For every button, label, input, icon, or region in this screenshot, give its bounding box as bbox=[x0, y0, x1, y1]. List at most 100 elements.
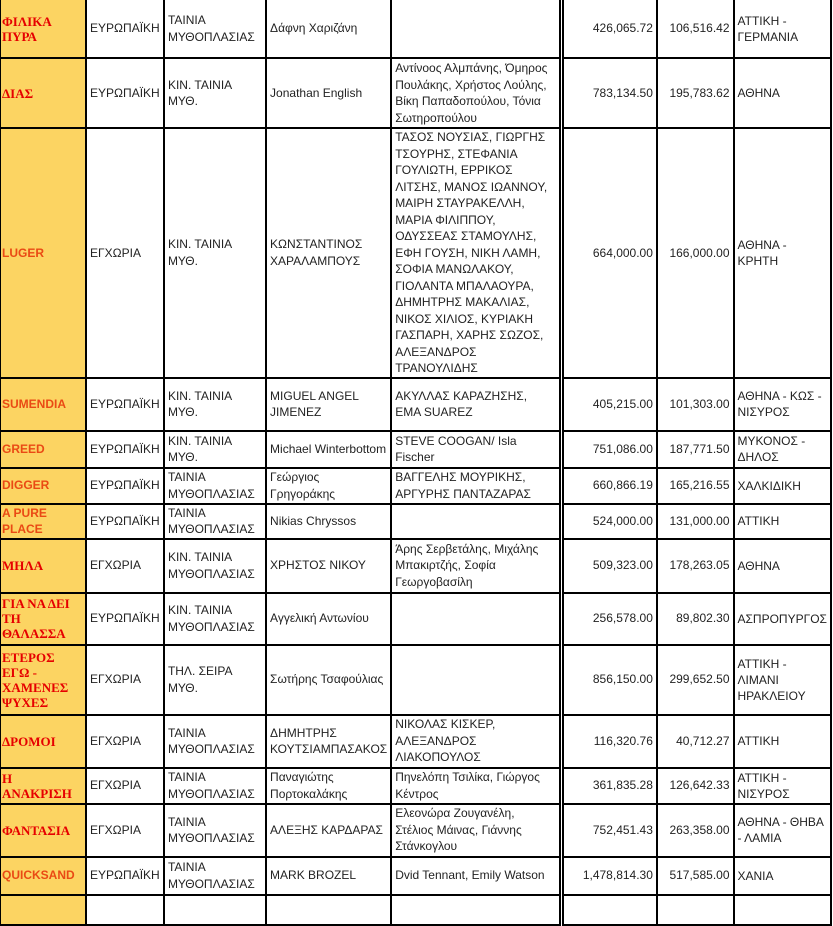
title-cell: QUICKSAND bbox=[0, 855, 88, 896]
director-cell: ΚΩΝΣΤΑΝΤΙΝΟΣ ΧΑΡΑΛΑΜΠΟΥΣ bbox=[265, 127, 393, 379]
type-cell: ΚΙΝ. ΤΑΙΝΙΑ ΜΥΘΟΠΛΑΣΙΑΣ bbox=[162, 537, 268, 594]
cast-cell: ΑΚΥΛΛΑΣ ΚΑΡΑΖΗΣΗΣ, ΕΜΑ SUAREZ bbox=[390, 376, 563, 432]
title-cell bbox=[0, 893, 88, 926]
rebate-cell: 165,216.55 bbox=[655, 466, 735, 505]
director-cell: Nikias Chryssos bbox=[265, 502, 393, 540]
table-row: ΦΙΛΙΚΑ ΠΥΡΑ ΕΥΡΩΠΑΪΚΗ ΤΑΙΝΙΑ ΜΥΘΟΠΛΑΣΙΑΣ Δά… bbox=[0, 0, 832, 59]
location-cell: ΑΤΤΙΚΗ - ΛΙΜΑΝΙ ΗΡΑΚΛΕΙΟΥ bbox=[732, 643, 832, 716]
type-cell: ΚΙΝ. ΤΑΙΝΙΑ ΜΥΘ. bbox=[162, 376, 268, 432]
title-cell: ΜΗΛΑ bbox=[0, 537, 88, 594]
director-cell: Παναγιώτης Πορτοκαλάκης bbox=[265, 766, 393, 805]
director-cell: MIGUEL ANGEL JIMENEZ bbox=[265, 376, 393, 432]
director-cell: Γεώργιος Γρηγοράκης bbox=[265, 466, 393, 505]
location-cell: ΧΑΝΙΑ bbox=[732, 855, 832, 896]
director-cell: Jonathan English bbox=[265, 57, 393, 129]
rebate-cell: 187,771.50 bbox=[655, 429, 735, 469]
rebate-cell: 40,712.27 bbox=[655, 713, 735, 769]
location-cell: ΑΘΗΝΑ - ΚΩΣ - ΝΙΣΥΡΟΣ bbox=[732, 376, 832, 432]
cast-cell bbox=[390, 0, 563, 59]
budget-cell: 426,065.72 bbox=[558, 0, 658, 59]
title-cell: Η ΑΝΑΚΡΙΣΗ bbox=[0, 766, 88, 805]
table-row: QUICKSAND ΕΥΡΩΠΑΪΚΗ ΤΑΙΝΙΑ ΜΥΘΟΠΛΑΣΙΑΣ MARK… bbox=[0, 855, 832, 896]
budget-cell: 405,215.00 bbox=[558, 376, 658, 432]
budget-cell: 1,478,814.30 bbox=[558, 855, 658, 896]
origin-cell: ΕΥΡΩΠΑΪΚΗ bbox=[85, 0, 165, 59]
cast-cell bbox=[390, 591, 563, 646]
origin-cell: ΕΥΡΩΠΑΪΚΗ bbox=[85, 466, 165, 505]
title-cell: ΔΙΑΣ bbox=[0, 57, 88, 129]
origin-cell: ΕΓΧΩΡΙΑ bbox=[85, 802, 165, 858]
budget-cell: 664,000.00 bbox=[558, 127, 658, 379]
director-cell: ΧΡΗΣΤΟΣ ΝΙΚΟΥ bbox=[265, 537, 393, 594]
cast-cell: STEVE COOGAN/ Isla Fischer bbox=[390, 429, 563, 469]
rebate-cell: 517,585.00 bbox=[655, 855, 735, 896]
table-row: SUMENDIA ΕΥΡΩΠΑΪΚΗ ΚΙΝ. ΤΑΙΝΙΑ ΜΥΘ. MIGUEL … bbox=[0, 376, 832, 432]
rebate-cell: 131,000.00 bbox=[655, 502, 735, 540]
table-row: DIGGER ΕΥΡΩΠΑΪΚΗ ΤΑΙΝΙΑ ΜΥΘΟΠΛΑΣΙΑΣ Γεώργιο… bbox=[0, 466, 832, 505]
origin-cell: ΕΓΧΩΡΙΑ bbox=[85, 643, 165, 716]
type-cell: ΤΑΙΝΙΑ ΜΥΘΟΠΛΑΣΙΑΣ bbox=[162, 0, 268, 59]
director-cell: ΔΗΜΗΤΡΗΣ ΚΟΥΤΣΙΑΜΠΑΣΑΚΟΣ bbox=[265, 713, 393, 769]
title-cell: SUMENDIA bbox=[0, 376, 88, 432]
location-cell: ΑΤΤΙΚΗ - ΓΕΡΜΑΝΙΑ bbox=[732, 0, 832, 59]
table-row: ΔΙΑΣ ΕΥΡΩΠΑΪΚΗ ΚΙΝ. ΤΑΙΝΙΑ ΜΥΘ. Jonathan En… bbox=[0, 57, 832, 129]
title-cell: ΕΤΕΡΟΣ ΕΓΩ - ΧΑΜΕΝΕΣ ΨΥΧΕΣ bbox=[0, 643, 88, 716]
origin-cell: ΕΓΧΩΡΙΑ bbox=[85, 766, 165, 805]
origin-cell: ΕΥΡΩΠΑΪΚΗ bbox=[85, 855, 165, 896]
cast-cell: Πηνελόπη Τσιλίκα, Γιώργος Κέντρος bbox=[390, 766, 563, 805]
location-cell: ΧΑΛΚΙΔΙΚΗ bbox=[732, 466, 832, 505]
budget-cell: 783,134.50 bbox=[558, 57, 658, 129]
director-cell: Michael Winterbottom bbox=[265, 429, 393, 469]
rebate-cell: 195,783.62 bbox=[655, 57, 735, 129]
table-row: GREED ΕΥΡΩΠΑΪΚΗ ΚΙΝ. ΤΑΙΝΙΑ ΜΥΘ. Michael Wi… bbox=[0, 429, 832, 469]
origin-cell: ΕΓΧΩΡΙΑ bbox=[85, 127, 165, 379]
rebate-cell: 178,263.05 bbox=[655, 537, 735, 594]
director-cell: Αγγελική Αντωνίου bbox=[265, 591, 393, 646]
cast-cell bbox=[390, 502, 563, 540]
title-cell: A PURE PLACE bbox=[0, 502, 88, 540]
location-cell: ΑΤΤΙΚΗ bbox=[732, 502, 832, 540]
title-cell: ΦΙΛΙΚΑ ΠΥΡΑ bbox=[0, 0, 88, 59]
title-cell: DIGGER bbox=[0, 466, 88, 505]
location-cell: ΑΘΗΝΑ - ΘΗΒΑ - ΛΑΜΙΑ bbox=[732, 802, 832, 858]
director-cell bbox=[265, 893, 393, 926]
origin-cell: ΕΥΡΩΠΑΪΚΗ bbox=[85, 376, 165, 432]
type-cell: ΤΑΙΝΙΑ ΜΥΘΟΠΛΑΣΙΑΣ bbox=[162, 855, 268, 896]
rebate-cell: 89,802.30 bbox=[655, 591, 735, 646]
type-cell: ΤΑΙΝΙΑ ΜΥΘΟΠΛΑΣΙΑΣ bbox=[162, 713, 268, 769]
table-row: ΦΑΝΤΑΣΙΑ ΕΓΧΩΡΙΑ ΤΑΙΝΙΑ ΜΥΘΟΠΛΑΣΙΑΣ ΑΛΕΞΗΣ … bbox=[0, 802, 832, 858]
location-cell: ΑΤΤΙΚΗ - ΝΙΣΥΡΟΣ bbox=[732, 766, 832, 805]
rebate-cell: 126,642.33 bbox=[655, 766, 735, 805]
budget-cell: 751,086.00 bbox=[558, 429, 658, 469]
location-cell: ΑΣΠΡΟΠΥΡΓΟΣ bbox=[732, 591, 832, 646]
location-cell: ΑΘΗΝΑ bbox=[732, 537, 832, 594]
table-row: Η ΑΝΑΚΡΙΣΗ ΕΓΧΩΡΙΑ ΤΑΙΝΙΑ ΜΥΘΟΠΛΑΣΙΑΣ Παναγ… bbox=[0, 766, 832, 805]
rebate-cell: 263,358.00 bbox=[655, 802, 735, 858]
location-cell: ΑΤΤΙΚΗ bbox=[732, 713, 832, 769]
title-cell: ΓΙΑ ΝΑ ΔΕΙ ΤΗ ΘΑΛΑΣΣΑ bbox=[0, 591, 88, 646]
rebate-cell bbox=[655, 893, 735, 926]
budget-cell: 361,835.28 bbox=[558, 766, 658, 805]
type-cell: ΚΙΝ. ΤΑΙΝΙΑ ΜΥΘ. bbox=[162, 57, 268, 129]
table-row: A PURE PLACE ΕΥΡΩΠΑΪΚΗ ΤΑΙΝΙΑ ΜΥΘΟΠΛΑΣΙΑΣ N… bbox=[0, 502, 832, 540]
cast-cell bbox=[390, 893, 563, 926]
budget-cell: 116,320.76 bbox=[558, 713, 658, 769]
cast-cell bbox=[390, 643, 563, 716]
origin-cell: ΕΥΡΩΠΑΪΚΗ bbox=[85, 429, 165, 469]
origin-cell: ΕΥΡΩΠΑΪΚΗ bbox=[85, 502, 165, 540]
cast-cell: ΤΑΣΟΣ ΝΟΥΣΙΑΣ, ΓΙΩΡΓΗΣ ΤΣΟΥΡΗΣ, ΣΤΕΦΑΝΙΑ… bbox=[390, 127, 563, 379]
table-row: LUGER ΕΓΧΩΡΙΑ ΚΙΝ. ΤΑΙΝΙΑ ΜΥΘ. ΚΩΝΣΤΑΝΤΙΝΟΣ… bbox=[0, 127, 832, 379]
table-row: ΓΙΑ ΝΑ ΔΕΙ ΤΗ ΘΑΛΑΣΣΑ ΕΥΡΩΠΑΪΚΗ ΚΙΝ. ΤΑΙΝΙ… bbox=[0, 591, 832, 646]
type-cell: ΤΗΛ. ΣΕΙΡΑ ΜΥΘ. bbox=[162, 643, 268, 716]
rebate-cell: 101,303.00 bbox=[655, 376, 735, 432]
budget-cell: 256,578.00 bbox=[558, 591, 658, 646]
cast-cell: Αντίνοος Αλμπάνης, Όμηρος Πουλάκης, Χρήσ… bbox=[390, 57, 563, 129]
location-cell: ΑΘΗΝΑ bbox=[732, 57, 832, 129]
director-cell: Δάφνη Χαριζάνη bbox=[265, 0, 393, 59]
origin-cell bbox=[85, 893, 165, 926]
budget-cell: 660,866.19 bbox=[558, 466, 658, 505]
title-cell: ΔΡΟΜΟΙ bbox=[0, 713, 88, 769]
director-cell: ΑΛΕΞΗΣ ΚΑΡΔΑΡΑΣ bbox=[265, 802, 393, 858]
